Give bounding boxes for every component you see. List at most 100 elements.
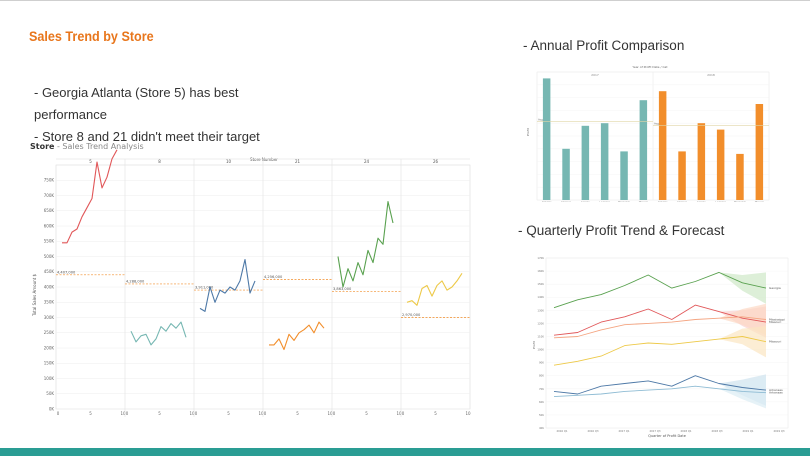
chart3-x-tick: 2016 Q3 <box>587 429 598 433</box>
chart1-target-label: 4,407,000 <box>57 270 76 274</box>
chart2-bar <box>755 104 764 200</box>
chart1-target-label: 4,256,000 <box>264 275 283 279</box>
chart3-y-tick: 50K <box>539 413 544 417</box>
chart3-series-label: Arkansas <box>769 388 783 392</box>
chart3-series-label: Georgia <box>769 286 781 290</box>
annual-profit-chart: Year of Profit Date / Cat Profit 2017 Ala… <box>526 65 770 202</box>
chart1-x-tick: 10 <box>396 411 402 416</box>
chart3-x-tick: 2019 Q3 <box>773 429 784 433</box>
chart1-series-line-24 <box>337 201 394 288</box>
chart3-y-tick: 130K <box>537 308 544 312</box>
chart3-series-line <box>553 271 767 309</box>
chart1-x-tick: 10 <box>120 411 126 416</box>
chart1-y-tick: 300K <box>44 315 55 320</box>
chart1-pane-label: 24 <box>364 159 370 164</box>
chart1-x-tick: 10 <box>327 411 333 416</box>
chart2-x-tick: Alabama <box>542 201 552 202</box>
chart1-x-tick: 5 <box>296 411 299 416</box>
chart1-y-tick: 400K <box>44 284 55 289</box>
chart3-y-tick: 100K <box>537 348 544 352</box>
store-sales-trend-chart: Store - Sales Trend Analysis Store Numbe… <box>30 142 471 417</box>
chart2-bar <box>542 78 551 200</box>
chart3-x-tick: 2016 Q1 <box>556 429 567 433</box>
chart3-series-label: Arkansas <box>769 391 783 395</box>
chart3-y-tick: 70K <box>539 387 544 391</box>
chart3-series-label: Missouri <box>769 340 782 344</box>
chart3-y-tick: 160K <box>537 269 544 273</box>
chart2-x-tick: Louisiana <box>600 201 611 202</box>
chart3-forecast-band <box>718 272 766 304</box>
chart1-y-tick: 550K <box>44 239 55 244</box>
chart2-x-tick: Mississippi <box>734 201 746 202</box>
chart1-x-tick: 10 <box>465 411 471 416</box>
chart2-x-tick: Missouri <box>755 201 764 202</box>
chart3-series-label: Mississippi <box>769 317 785 321</box>
chart1-x-tick: 5 <box>434 411 437 416</box>
chart3-series-line <box>553 385 767 398</box>
chart2-bar <box>658 91 667 200</box>
chart3-y-tick: 40K <box>539 426 544 430</box>
annual-profit-heading: - Annual Profit Comparison <box>523 38 685 53</box>
chart1-series-line-21 <box>269 321 325 351</box>
chart1-y-tick: 200K <box>44 345 55 350</box>
chart1-y-tick: 350K <box>44 300 55 305</box>
chart2-x-tick: Georgia <box>697 201 706 202</box>
chart2-bar <box>620 151 628 200</box>
chart3-forecast-band <box>718 377 766 409</box>
chart3-y-tick: 80K <box>539 374 544 378</box>
chart1-series-line-26 <box>406 272 463 306</box>
chart1-target-label: 3,911,000 <box>195 286 214 290</box>
chart1-series-line-5 <box>62 149 118 244</box>
chart1-y-tick: 0K <box>49 406 55 411</box>
chart1-y-tick: 600K <box>44 223 55 228</box>
chart2-bar <box>562 148 570 200</box>
chart3-series-line <box>553 336 767 366</box>
chart2-bar <box>697 123 706 200</box>
chart2-x-tick: Louisiana <box>716 201 727 202</box>
chart3-y-tick: 110K <box>537 334 544 338</box>
chart1-x-tick: 0 <box>402 411 405 416</box>
chart2-x-tick: Mississippi <box>618 201 630 202</box>
chart1-x-tick: 5 <box>365 411 368 416</box>
chart1-y-label: Total Sales Amount $ <box>32 274 37 318</box>
chart2-title: Year of Profit Date / Cat <box>632 65 668 69</box>
bullet-list: - Georgia Atlanta (Store 5) has best per… <box>34 82 264 148</box>
chart3-x-tick: 2018 Q3 <box>711 429 722 433</box>
slide-title: Sales Trend by Store <box>29 28 154 44</box>
chart1-y-tick: 700K <box>44 193 55 198</box>
chart1-y-tick: 250K <box>44 330 55 335</box>
chart2-x-tick: Missouri <box>639 201 648 202</box>
chart1-series-line-8 <box>130 321 187 346</box>
chart2-bar <box>716 129 725 200</box>
chart1-x-tick: 0 <box>195 411 198 416</box>
chart1-x-tick: 0 <box>57 411 60 416</box>
chart2-bar <box>736 153 744 200</box>
chart1-title-rest: - Sales Trend Analysis <box>54 142 143 151</box>
chart1-y-tick: 500K <box>44 254 55 259</box>
chart1-column-header: Store Number <box>250 157 278 162</box>
chart3-x-label: Quarter of Profit Date <box>648 434 686 438</box>
chart1-pane-label: 21 <box>295 159 301 164</box>
chart2-year-label: 2018 <box>707 73 715 77</box>
chart1-y-tick: 100K <box>44 376 55 381</box>
chart3-y-label: Profit <box>532 340 536 349</box>
chart2-bar <box>581 125 590 200</box>
chart2-x-tick: Arkansas <box>561 201 572 202</box>
chart1-y-tick: 150K <box>44 361 55 366</box>
chart2-y-label: Profit <box>526 127 530 136</box>
chart1-pane-label: 10 <box>226 159 232 164</box>
bullet-item: - Georgia Atlanta (Store 5) has best per… <box>34 85 239 122</box>
chart3-x-tick: 2017 Q3 <box>649 429 660 433</box>
chart1-target-label: 4,288,000 <box>126 279 145 283</box>
chart1-title-bold: Store <box>30 142 55 151</box>
chart1-y-tick: 50K <box>46 391 54 396</box>
chart2-bar <box>600 123 609 200</box>
chart3-series-label: Missouri <box>769 320 782 324</box>
chart2-x-tick: Alabama <box>658 201 668 202</box>
chart3-y-tick: 90K <box>539 361 544 365</box>
quarterly-profit-chart: Profit Quarter of Profit Date 40K 50K 60K 7… <box>532 256 789 438</box>
bottom-accent-bar <box>0 448 810 456</box>
chart1-y-tick: 450K <box>44 269 55 274</box>
chart3-series-line <box>553 375 767 395</box>
quarterly-profit-heading: - Quarterly Profit Trend & Forecast <box>518 223 725 238</box>
